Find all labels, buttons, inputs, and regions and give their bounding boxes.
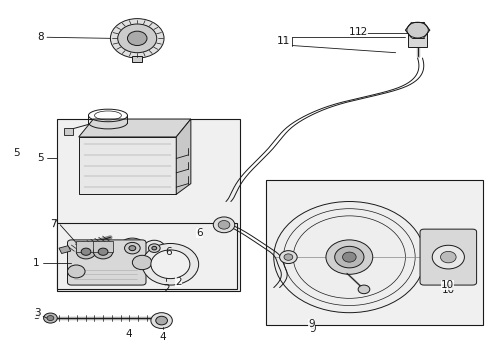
Circle shape [129, 246, 136, 251]
Text: 10: 10 [441, 285, 454, 295]
Circle shape [142, 243, 198, 285]
Text: 6: 6 [165, 247, 172, 257]
Circle shape [43, 313, 57, 323]
Circle shape [218, 221, 229, 229]
Polygon shape [176, 119, 190, 194]
Circle shape [156, 316, 167, 325]
Bar [132, 56, 142, 62]
Circle shape [151, 250, 189, 279]
Circle shape [81, 248, 91, 255]
Circle shape [132, 255, 152, 270]
Circle shape [127, 31, 147, 45]
Text: 8: 8 [37, 32, 43, 41]
Text: 8: 8 [37, 32, 43, 41]
Circle shape [431, 245, 464, 269]
Text: 5: 5 [37, 153, 43, 163]
Text: 12: 12 [354, 27, 367, 37]
Circle shape [76, 244, 96, 259]
Text: 5: 5 [14, 148, 20, 158]
Circle shape [93, 244, 113, 259]
Bar [64, 128, 73, 135]
Circle shape [143, 240, 164, 256]
Polygon shape [79, 119, 190, 137]
FancyBboxPatch shape [419, 229, 476, 285]
Bar [79, 137, 176, 194]
Circle shape [47, 316, 54, 320]
Text: 9: 9 [308, 319, 314, 329]
Text: 1: 1 [33, 258, 40, 268]
Circle shape [342, 252, 355, 262]
Bar [407, 27, 427, 46]
Circle shape [119, 238, 146, 258]
Circle shape [284, 254, 292, 260]
Circle shape [213, 217, 234, 233]
Circle shape [334, 246, 363, 268]
Circle shape [124, 242, 140, 254]
Circle shape [110, 19, 163, 58]
Text: 2: 2 [163, 284, 169, 294]
Circle shape [98, 248, 108, 255]
Circle shape [440, 251, 455, 263]
Text: 10: 10 [440, 280, 453, 290]
Text: 12: 12 [348, 27, 362, 37]
Text: 3: 3 [33, 311, 40, 320]
Circle shape [67, 265, 85, 278]
Circle shape [406, 22, 427, 38]
Circle shape [151, 313, 172, 328]
Bar [57, 119, 239, 291]
Text: 9: 9 [309, 324, 315, 334]
Text: 3: 3 [34, 309, 41, 318]
Text: 4: 4 [159, 332, 165, 342]
Circle shape [325, 240, 372, 274]
FancyBboxPatch shape [67, 240, 146, 285]
Circle shape [118, 24, 157, 53]
Text: 7: 7 [50, 219, 56, 229]
Circle shape [279, 251, 297, 264]
Circle shape [152, 246, 157, 250]
Text: 11: 11 [276, 36, 289, 46]
Circle shape [148, 244, 160, 252]
Text: 1: 1 [33, 258, 40, 268]
Text: 2: 2 [175, 277, 182, 287]
Circle shape [273, 202, 424, 313]
Text: 4: 4 [125, 329, 131, 339]
Bar [266, 180, 483, 325]
Text: 6: 6 [196, 228, 203, 238]
Bar [93, 241, 113, 252]
Text: 7: 7 [50, 220, 57, 230]
Bar [76, 241, 96, 252]
Bar [57, 223, 237, 289]
Bar [59, 246, 71, 253]
Circle shape [357, 285, 369, 294]
Text: 11: 11 [277, 36, 290, 46]
